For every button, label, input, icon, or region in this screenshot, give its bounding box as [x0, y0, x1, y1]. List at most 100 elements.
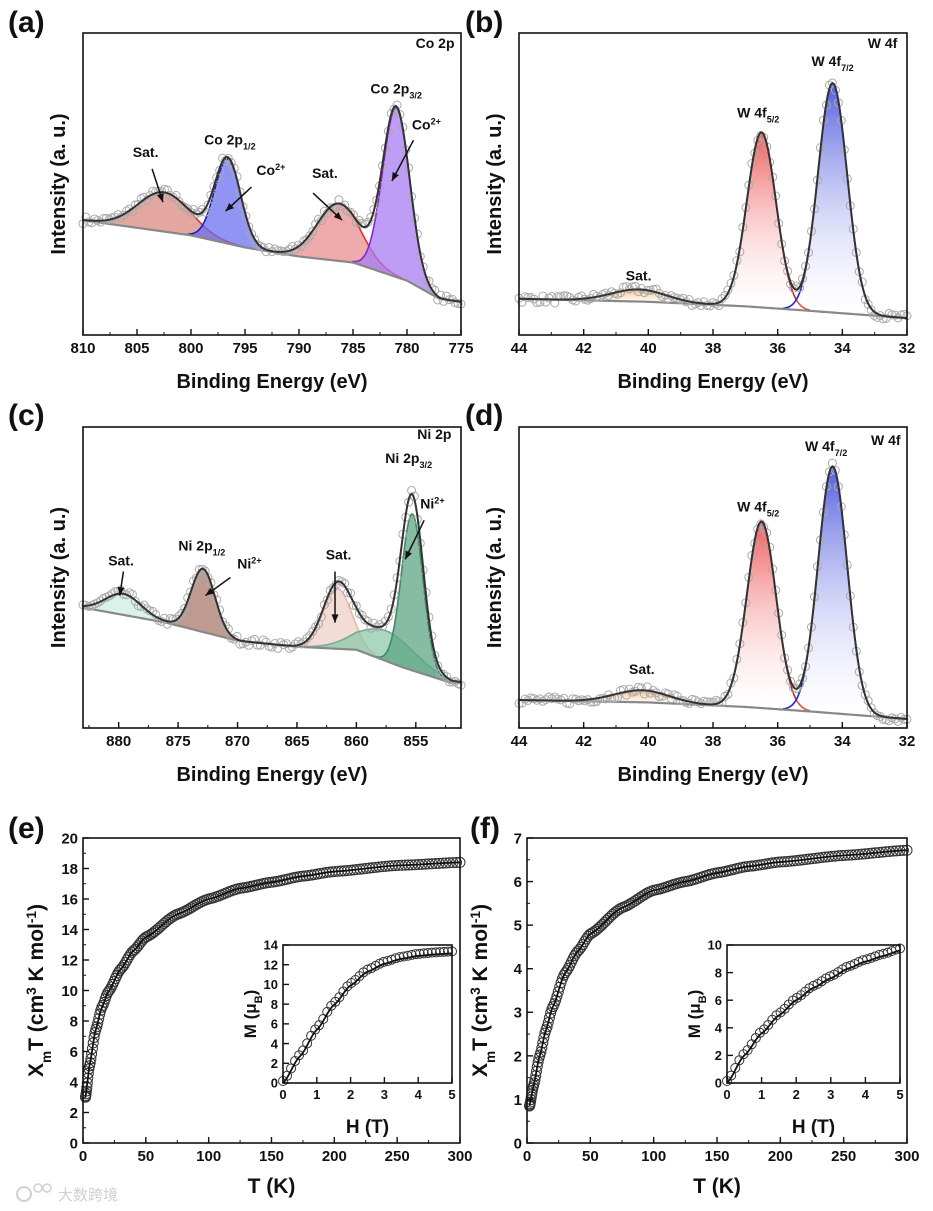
text-part: K mol [469, 923, 492, 987]
x-tick-label: 200 [322, 1148, 347, 1165]
x-tick-label: 855 [403, 733, 428, 750]
data-point [863, 299, 873, 309]
data-point [174, 611, 184, 621]
data-point [654, 288, 664, 298]
text-part: 3/2 [409, 90, 422, 100]
peak-annotation: Ni2+ [420, 495, 444, 511]
data-point [328, 583, 338, 593]
data-point [523, 292, 533, 302]
x-tick-label: 5 [448, 1087, 455, 1102]
y-tick-label: 2 [514, 1048, 522, 1065]
components [82, 513, 462, 683]
arrow-head-icon [333, 212, 343, 221]
y-tick-label: 4 [271, 1036, 279, 1051]
data-point [438, 946, 449, 957]
inset-y-axis-title: M (μB) [241, 990, 265, 1039]
x-tick-label: 0 [523, 1148, 531, 1165]
inset-x-axis-title: H (T) [346, 1117, 389, 1138]
data-point [209, 182, 219, 192]
fit-line [84, 861, 461, 1098]
data-point [98, 214, 108, 224]
x-tick-label: 800 [178, 340, 203, 357]
data-point [351, 601, 361, 611]
panel-e: (e)0 50 100 150 200 250 30002468101214161820T … [8, 812, 473, 1198]
x-tick-label: 42 [575, 340, 592, 357]
data-point [577, 291, 587, 301]
text-part: 3/2 [419, 460, 432, 470]
arrow-head-icon [205, 587, 215, 596]
envelope-line [82, 492, 462, 683]
x-tick-label: 34 [834, 733, 851, 750]
x-axis-title: Binding Energy (eV) [176, 764, 367, 786]
peak-annotation: Sat. [326, 546, 352, 562]
text-part: m [483, 1051, 498, 1063]
data-point [133, 199, 143, 209]
data-point [168, 192, 178, 202]
data-point [180, 603, 190, 613]
plot-frame [282, 944, 453, 1084]
fit-line [528, 849, 908, 1107]
x-tick-label: 865 [284, 733, 309, 750]
data-point [143, 930, 155, 942]
data-point [125, 204, 135, 214]
text-part: W 4f [737, 105, 767, 121]
data-point [305, 231, 315, 241]
data-point [444, 677, 454, 687]
x-tick-label: 4 [862, 1087, 870, 1102]
fit-line [282, 952, 453, 1084]
data-point [723, 689, 733, 699]
text-part: B [253, 995, 265, 1003]
text-part: 2+ [275, 162, 285, 172]
data-point [120, 957, 132, 969]
text-part: Co [256, 162, 275, 178]
envelope-line [518, 465, 908, 720]
x-tick-label: 40 [640, 340, 657, 357]
y-tick-label: 6 [271, 1017, 278, 1032]
peak-annotation: Ni2+ [237, 555, 261, 571]
data-point [702, 300, 712, 310]
text-part: Sat. [626, 268, 652, 284]
data-point [102, 987, 114, 999]
data-point [434, 947, 445, 958]
x-tick-label: 42 [575, 733, 592, 750]
data-point [603, 912, 615, 924]
data-point [538, 1032, 550, 1044]
y-tick-label: 7 [514, 830, 522, 847]
x-tick-label: 790 [286, 340, 311, 357]
data-point [145, 928, 157, 940]
data-point [705, 301, 715, 311]
y-tick-label: 14 [61, 922, 78, 939]
x-tick-label: 775 [448, 340, 473, 357]
y-tick-label: 5 [514, 918, 522, 935]
data-point [595, 920, 607, 932]
text-part: 1/2 [213, 547, 226, 557]
y-tick-label: 2 [715, 1048, 722, 1063]
y-tick-label: 6 [70, 1044, 78, 1061]
data-point [708, 697, 718, 707]
data-point [418, 948, 429, 959]
x-tick-label: 3 [381, 1087, 388, 1102]
x-tick-label: 810 [70, 340, 95, 357]
text-part: ) [469, 904, 492, 911]
x-tick-label: 150 [259, 1148, 284, 1165]
data-point [247, 229, 257, 239]
peak-annotation: W 4f7/2 [805, 438, 847, 458]
data-point [866, 305, 876, 315]
text-part: 2+ [251, 555, 261, 565]
peak-annotation: W 4f5/2 [737, 498, 779, 518]
y-tick-label: 4 [514, 961, 523, 978]
text-part: W 4f [737, 498, 767, 514]
data-point [589, 289, 599, 299]
text-part: Sat. [108, 552, 134, 568]
component-fill [167, 568, 239, 641]
text-part: 3 [24, 987, 39, 995]
x-tick-label: 0 [79, 1148, 87, 1165]
x-tick-label: 785 [340, 340, 365, 357]
data-point [348, 210, 358, 220]
y-tick-label: 10 [264, 977, 278, 992]
envelope-line [518, 81, 908, 320]
y-axis-title: Intensity (a. u.) [484, 507, 506, 648]
data-point [624, 684, 634, 694]
component-fill [376, 514, 448, 682]
